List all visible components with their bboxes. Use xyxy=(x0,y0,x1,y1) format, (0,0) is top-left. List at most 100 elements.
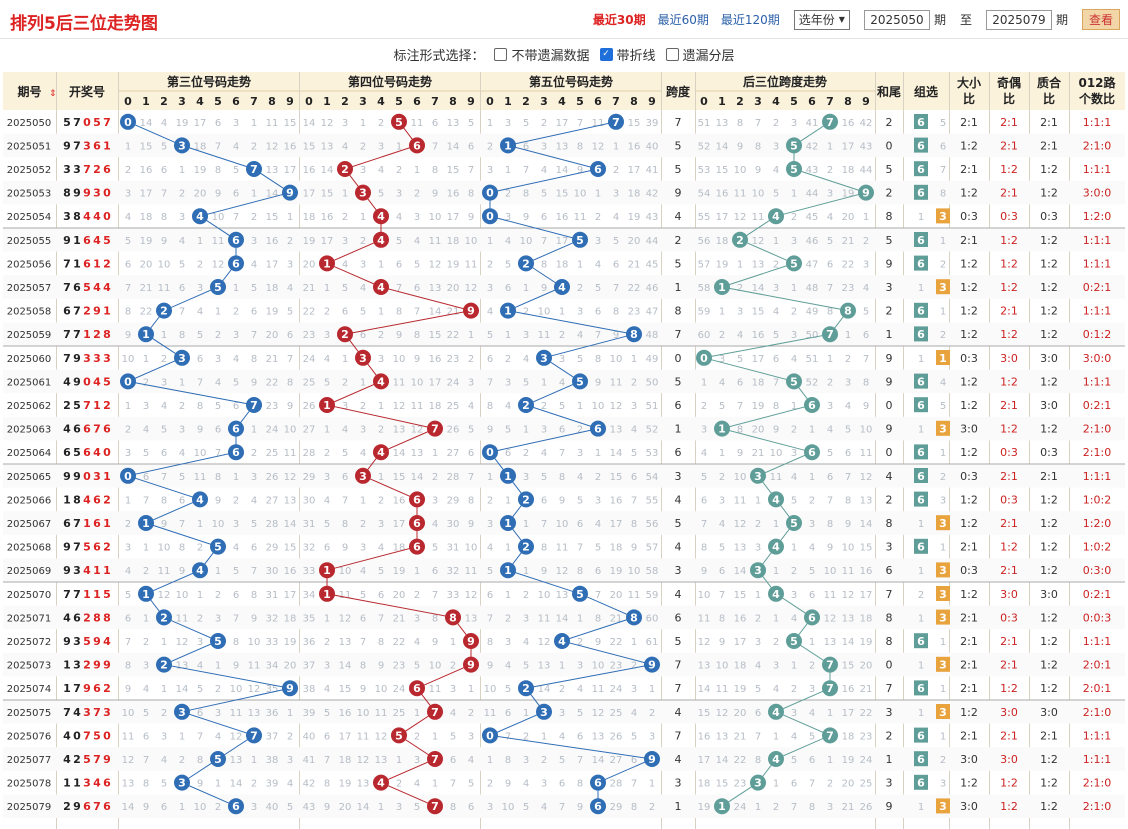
omission-value: 20 xyxy=(734,708,747,719)
odd-even-ratio: 1:2 xyxy=(1000,800,1018,813)
omission-value: 30 xyxy=(266,566,279,577)
option-omission-layer[interactable]: 遗漏分层 xyxy=(665,45,735,64)
span-number: 8 xyxy=(844,305,852,318)
header-012-line1: 012路 xyxy=(1078,75,1116,90)
omission-value: 1 xyxy=(791,189,797,200)
pos5-ball xyxy=(500,467,516,484)
omission-value: 4 xyxy=(432,519,438,530)
draw-digit: 3 xyxy=(93,470,101,483)
omission-value: 16 xyxy=(140,165,153,176)
draw-digit: 6 xyxy=(73,423,81,436)
size-ratio: 2:1 xyxy=(960,635,978,648)
omission-value: 24 xyxy=(393,684,406,695)
option-no-omission[interactable]: 不带遗漏数据 xyxy=(494,45,590,64)
omission-value: 17 xyxy=(429,377,442,388)
omission-value: 22 xyxy=(628,283,641,294)
omission-value: 15 xyxy=(556,189,569,200)
view-button[interactable]: 查看 xyxy=(1081,9,1120,30)
omission-value: 11 xyxy=(212,236,225,247)
omission-value: 1 xyxy=(179,165,185,176)
omission-value: 8 xyxy=(755,141,761,152)
option-with-line[interactable]: ✓ 带折线 xyxy=(599,45,656,64)
omission-value: 9 xyxy=(863,401,869,412)
span-ball xyxy=(804,444,820,461)
pos3-ball xyxy=(156,656,172,673)
omission-value: 47 xyxy=(806,259,819,270)
omission-value: 1 xyxy=(791,401,797,412)
omission-value: 2 xyxy=(827,165,833,176)
year-select[interactable]: 选年份 ▼ xyxy=(793,9,850,30)
omission-value: 2 xyxy=(541,118,547,129)
omission-value: 2 xyxy=(197,259,203,270)
draw-digit: 7 xyxy=(73,328,81,341)
omission-value: 5 xyxy=(577,495,583,506)
prime-ratio: 3:0 xyxy=(1040,588,1058,601)
checkbox-no-omission[interactable] xyxy=(494,47,508,61)
to-issue-input[interactable]: 2025079 xyxy=(985,9,1052,30)
omission-value: 11 xyxy=(592,118,605,129)
omission-value: 13 xyxy=(357,779,370,790)
pos5-ball xyxy=(482,444,498,461)
range-120-link[interactable]: 最近120期 xyxy=(720,13,780,27)
omission-value: 5 xyxy=(197,684,203,695)
span-ball xyxy=(786,633,802,649)
omission-value: 7 xyxy=(487,613,493,624)
omission-value: 1 xyxy=(523,708,529,719)
omission-value: 13 xyxy=(339,637,352,648)
omission-value: 3 xyxy=(809,519,815,530)
pos3-ball xyxy=(228,444,244,461)
omission-value: 18 xyxy=(140,212,153,223)
checkbox-with-line[interactable]: ✓ xyxy=(599,47,613,61)
omission-value: 14 xyxy=(357,802,370,813)
size-ratio: 0:3 xyxy=(960,352,978,365)
range-60-link[interactable]: 最近60期 xyxy=(657,13,709,27)
omission-value: 21 xyxy=(860,684,873,695)
road012-ratio: 0:1:2 xyxy=(1083,328,1111,341)
span-number: 7 xyxy=(826,682,834,695)
omission-value: 22 xyxy=(447,330,460,341)
issue-number: 2025062 xyxy=(7,401,52,412)
draw-digit: 2 xyxy=(83,611,91,624)
header-digit-1: 1 xyxy=(504,95,512,108)
omission-value: 4 xyxy=(342,141,348,152)
omission-value: 4 xyxy=(197,307,203,318)
omission-value: 3 xyxy=(791,330,797,341)
omission-value: 5 xyxy=(161,141,167,152)
omission-value: 8 xyxy=(613,307,619,318)
omission-value: 30 xyxy=(303,495,316,506)
omission-value: 2 xyxy=(791,684,797,695)
omission-value: 4 xyxy=(791,472,797,483)
span-value: 3 xyxy=(675,564,682,577)
omission-value: 7 xyxy=(233,613,239,624)
omission-value: 15 xyxy=(339,684,352,695)
span-value: 5 xyxy=(675,517,682,530)
omission-value: 4 xyxy=(577,684,583,695)
omission-value: 1 xyxy=(523,566,529,577)
draw-digit: 4 xyxy=(93,777,101,790)
omission-value: 22 xyxy=(303,307,316,318)
checkbox-omission-layer[interactable] xyxy=(665,47,679,61)
omission-value: 3 xyxy=(809,684,815,695)
from-issue-input[interactable]: 2025050 xyxy=(863,9,930,30)
size-ratio: 2:1 xyxy=(960,682,978,695)
zuxuan-value: 6 xyxy=(917,116,925,129)
omission-value: 2 xyxy=(360,236,366,247)
omission-value: 8 xyxy=(631,519,637,530)
omission-value: 4 xyxy=(613,212,619,223)
draw-digit: 2 xyxy=(103,257,111,270)
pos5-number: 0 xyxy=(486,729,494,742)
omission-value: 20 xyxy=(752,425,765,436)
draw-digit: 6 xyxy=(83,257,91,270)
pos3-ball xyxy=(138,326,154,343)
range-30-link[interactable]: 最近30期 xyxy=(592,13,646,27)
size-ratio: 1:2 xyxy=(960,375,978,388)
pos5-ball xyxy=(518,255,534,272)
span-ball xyxy=(786,255,802,272)
pos5-number: 2 xyxy=(522,682,530,695)
pos5-ball xyxy=(590,774,606,791)
omission-value: 11 xyxy=(375,708,388,719)
label-zhi: 至 xyxy=(959,13,972,27)
header-digit-5: 5 xyxy=(395,95,403,108)
omission-value: 4 xyxy=(773,307,779,318)
sum-tail-value: 9 xyxy=(886,423,893,436)
